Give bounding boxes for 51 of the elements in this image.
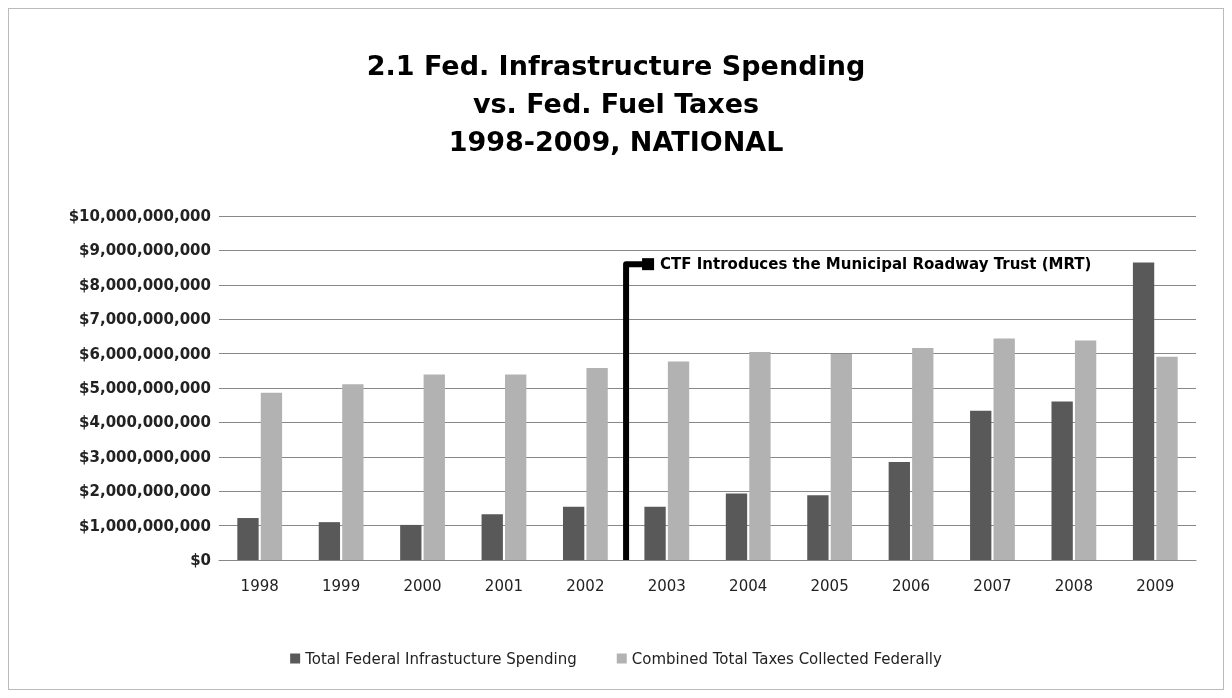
bar bbox=[318, 522, 341, 560]
x-tick-label: 2006 bbox=[891, 576, 931, 595]
y-tick-label: $9,000,000,000 bbox=[79, 241, 211, 260]
chart-title: 2.1 Fed. Infrastructure Spending vs. Fed. Fuel Taxes 1998-2009, NATIONAL bbox=[366, 49, 866, 157]
bar bbox=[970, 410, 992, 560]
x-tick-label: 1998 bbox=[240, 576, 279, 595]
x-tick-label: 2008 bbox=[1054, 576, 1093, 595]
bar bbox=[481, 514, 503, 560]
bar bbox=[505, 374, 527, 560]
y-tick-label: $1,000,000,000 bbox=[79, 516, 211, 535]
x-tick-label: 2009 bbox=[1136, 576, 1175, 595]
y-tick-label: $10,000,000,000 bbox=[68, 207, 211, 225]
x-tick-label: 2004 bbox=[729, 576, 768, 595]
bar bbox=[725, 493, 748, 560]
bar bbox=[912, 348, 934, 560]
y-tick-label: $6,000,000,000 bbox=[79, 344, 211, 363]
legend-label: Combined Total Taxes Collected Federally bbox=[631, 649, 942, 668]
legend-label: Total Federal Infrastucture Spending bbox=[304, 649, 577, 668]
x-tick-label: 2000 bbox=[403, 576, 442, 595]
bar bbox=[830, 353, 853, 560]
x-tick-label: 2002 bbox=[566, 576, 605, 595]
y-tick-label: $0 bbox=[190, 551, 211, 569]
y-tick-label: $3,000,000,000 bbox=[79, 447, 211, 466]
bar bbox=[1132, 262, 1155, 560]
y-tick-label: $5,000,000,000 bbox=[79, 379, 211, 397]
bar bbox=[749, 351, 771, 560]
bar bbox=[586, 368, 608, 560]
bar bbox=[1051, 401, 1073, 560]
bar bbox=[644, 506, 666, 560]
y-tick-label: $2,000,000,000 bbox=[79, 482, 211, 501]
x-tick-label: 2001 bbox=[484, 576, 524, 595]
bar bbox=[993, 338, 1015, 560]
bar bbox=[807, 495, 829, 560]
bar bbox=[1156, 356, 1178, 560]
x-tick-label: 2005 bbox=[810, 576, 849, 595]
bar bbox=[888, 461, 910, 560]
bar bbox=[342, 384, 364, 560]
bar bbox=[667, 361, 690, 560]
x-tick-label: 2003 bbox=[647, 576, 686, 595]
bar bbox=[562, 506, 585, 560]
bar bbox=[237, 518, 259, 560]
y-tick-label: $7,000,000,000 bbox=[79, 310, 211, 329]
annotation: CTF Introduces the Municipal Roadway Trust (MRT) bbox=[660, 255, 1092, 274]
x-tick-label: 2007 bbox=[973, 576, 1012, 595]
bar bbox=[260, 392, 283, 560]
bar bbox=[1074, 340, 1097, 560]
bar bbox=[400, 524, 422, 560]
y-tick-label: $4,000,000,000 bbox=[79, 413, 211, 432]
y-tick-label: $8,000,000,000 bbox=[79, 275, 211, 294]
x-tick-label: 1999 bbox=[322, 576, 361, 595]
bar bbox=[423, 374, 445, 560]
